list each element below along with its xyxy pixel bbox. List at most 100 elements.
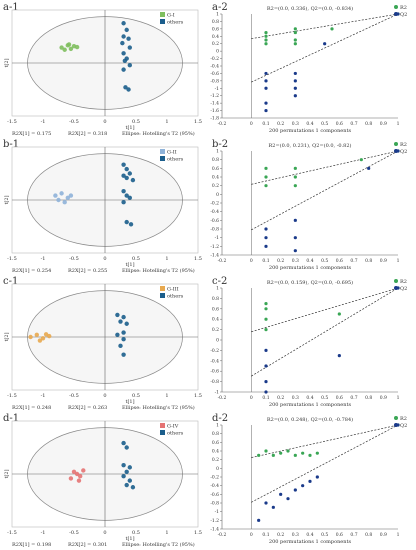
q2-point (367, 166, 371, 170)
r2-regression-line (251, 424, 399, 458)
perm-y-tick-label: 0.6 (212, 26, 219, 32)
perm-title: R2=(0.0, 0.336), Q2=(0.0, -0.834) (267, 5, 353, 12)
score-x-tick-label: 1 (165, 393, 168, 399)
score-point (115, 312, 120, 318)
perm-x-tick-label: 0.1 (262, 532, 269, 538)
score-point (121, 67, 126, 72)
perm-y-tick-label: -1 (215, 235, 220, 241)
perm-y-tick-label: -0.2 (210, 56, 219, 62)
perm-y-tick-label: -0.6 (210, 369, 219, 375)
r2-point (264, 449, 268, 453)
score-point (124, 27, 129, 33)
q2-point (293, 236, 297, 240)
perm-y-tick-label: 0.2 (212, 41, 219, 47)
perm-y-tick-label: 0.4 (212, 317, 219, 323)
r2-point (293, 30, 297, 35)
perm-title: R2=(0.0, 0.159), Q2=(0.0, -0.695) (267, 279, 353, 286)
perm-y-tick-label: 0.4 (212, 449, 219, 455)
perm-x-tick-label: 0 (250, 121, 253, 127)
score-panel-label: b-1 (3, 139, 19, 150)
score-x-tick-label: 1.5 (194, 119, 202, 125)
perm-y-tick-label: 0.8 (212, 19, 219, 25)
perm-x-tick-label: 0.2 (277, 258, 284, 264)
legend-label: Q2 (400, 149, 407, 155)
legend-swatch (160, 423, 165, 428)
r2-point (264, 34, 268, 38)
score-point (68, 46, 74, 52)
perm-y-tick-label: 0.6 (212, 440, 219, 446)
perm-x-tick-label: 0.8 (365, 121, 372, 127)
q2-point (264, 101, 268, 105)
q2-point (257, 518, 261, 522)
stat-ellipse: Ellipse: Hotelling's T2 (95%) (122, 404, 195, 411)
score-point (124, 445, 129, 450)
perm-x-tick-label: 0.4 (306, 532, 313, 538)
stat-ellipse: Ellipse: Hotelling's T2 (95%) (122, 267, 195, 274)
score-x-tick-label: 0 (103, 393, 106, 399)
perm-x-tick-label: 0.2 (277, 395, 284, 401)
perm-x-tick-label: -0.2 (218, 258, 227, 264)
perm-y-tick-label: -0.2 (210, 348, 219, 354)
score-x-tick-label: -1.5 (7, 256, 17, 262)
perm-y-tick-label: 0 (216, 49, 219, 55)
score-point (121, 330, 126, 335)
score-point (78, 474, 83, 479)
perm-y-tick-label: 1 (216, 286, 219, 292)
score-panel-label: c-1 (3, 276, 18, 287)
perm-y-tick-label: 0.2 (212, 183, 219, 189)
perm-x-tick-label: 0.2 (277, 121, 284, 127)
score-point (120, 40, 125, 46)
perm-x-tick-label: 0.5 (321, 395, 328, 401)
perm-x-tick-label: -0.2 (218, 121, 227, 127)
score-point (121, 188, 126, 194)
perm-y-tick-label: -0.6 (210, 492, 219, 498)
stat-ellipse: Ellipse: Hotelling's T2 (95%) (122, 130, 195, 137)
perm-x-tick-label: 0.9 (380, 532, 387, 538)
score-x-tick-label: 1 (165, 530, 168, 536)
score-point (124, 321, 129, 326)
q2-point (264, 227, 268, 231)
perm-x-tick-label: 0 (250, 395, 253, 401)
score-x-tick-label: -1.5 (7, 530, 17, 536)
score-x-tick-label: 0.5 (132, 530, 140, 536)
perm-x-tick-label: 0.5 (321, 121, 328, 127)
q2-point (293, 79, 297, 83)
legend-label: others (167, 431, 184, 437)
score-point (43, 332, 49, 337)
score-point (121, 352, 126, 357)
legend-marker (394, 5, 398, 9)
score-point (28, 334, 33, 340)
score-point (115, 332, 120, 337)
perm-x-tick-label: 0.1 (262, 258, 269, 264)
r2-point (264, 302, 268, 306)
score-point (124, 482, 129, 488)
perm-y-tick-label: 0 (216, 466, 219, 472)
score-point (59, 45, 64, 50)
stat-r2x1: R2X[1] = 0.254 (12, 268, 51, 274)
score-point (127, 465, 132, 470)
score-point (121, 440, 126, 446)
score-point (121, 474, 126, 479)
score-point (128, 222, 134, 227)
r2-point (264, 175, 268, 179)
r2-point (293, 38, 297, 42)
q2-point (264, 390, 268, 394)
perm-x-tick-label: 0.6 (336, 395, 343, 401)
legend-label: Q2 (400, 12, 407, 18)
legend-label: Q2 (400, 423, 407, 429)
stat-r2x1: R2X[1] = 0.198 (12, 542, 51, 548)
perm-title: R2=(0.0, 0.231), Q2=(0.0, -0.82) (269, 142, 352, 149)
score-point (81, 468, 86, 473)
perm-x-tick-label: 0.9 (380, 395, 387, 401)
perm-x-tick-label: 0.2 (277, 532, 284, 538)
perm-y-tick-label: 0.8 (212, 157, 219, 163)
score-point (71, 469, 77, 474)
score-x-tick-label: 0.5 (132, 393, 140, 399)
score-point (122, 58, 128, 63)
score-x-tick-label: -1 (41, 256, 46, 262)
stat-r2x2: R2X[2] = 0.263 (68, 405, 107, 411)
perm-x-tick-label: 0.6 (336, 532, 343, 538)
perm-y-tick-label: -0.4 (210, 358, 219, 364)
legend-swatch (160, 293, 165, 298)
perm-x-tick-label: 0.8 (365, 532, 372, 538)
